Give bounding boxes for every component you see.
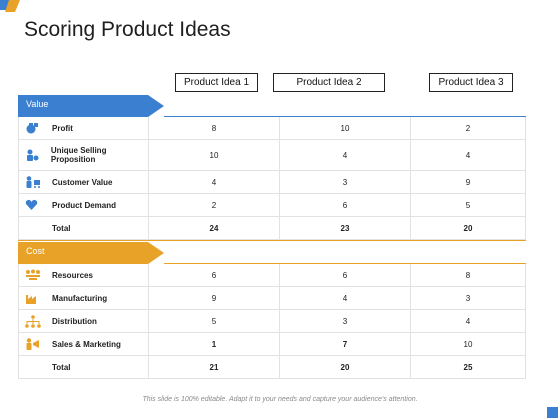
value-cell: 10	[411, 333, 526, 355]
total-cell: 20	[411, 217, 526, 239]
value-cell: 8	[411, 264, 526, 286]
row-label: Sales & Marketing	[52, 339, 121, 349]
value-cell: 10	[149, 140, 280, 170]
value-cell: 6	[149, 264, 280, 286]
value-cell: 5	[411, 194, 526, 216]
value-cell: 2	[149, 194, 280, 216]
value-cell: 4	[411, 310, 526, 332]
value-band-label: Value	[26, 99, 49, 109]
value-cell: 4	[280, 287, 411, 309]
table-row: Manufacturing 9 4 3	[18, 287, 526, 310]
section-divider	[18, 240, 526, 241]
value-cell: 2	[411, 117, 526, 139]
total-row: Total 24 23 20	[18, 217, 526, 240]
table-row: Unique Selling Proposition 10 4 4	[18, 140, 526, 171]
column-header-idea-2: Product Idea 2	[273, 73, 385, 92]
money-bag-icon	[25, 121, 47, 135]
value-cell: 3	[280, 310, 411, 332]
row-label-cell: Distribution	[18, 310, 149, 332]
sales-marketing-icon	[25, 337, 47, 351]
cost-band-shape	[18, 242, 526, 264]
cost-section: Cost Resources 6 6 8 Manufacturing 9 4 3…	[18, 242, 526, 379]
value-section: Value Profit 8 10 2 Unique Selling Propo…	[18, 95, 526, 240]
row-label-cell: Resources	[18, 264, 149, 286]
customer-cart-icon	[25, 175, 47, 189]
value-cell: 3	[280, 171, 411, 193]
row-label: Product Demand	[52, 200, 117, 210]
column-header-idea-1: Product Idea 1	[175, 73, 258, 92]
total-label: Total	[18, 217, 149, 239]
value-cell: 8	[149, 117, 280, 139]
row-label-cell: Sales & Marketing	[18, 333, 149, 355]
page-title: Scoring Product Ideas	[24, 18, 231, 41]
value-cell: 10	[280, 117, 411, 139]
factory-icon	[25, 291, 47, 305]
total-cell: 20	[280, 356, 411, 378]
row-label: Resources	[52, 270, 93, 280]
value-cell: 5	[149, 310, 280, 332]
column-headers: Product Idea 1 Product Idea 2 Product Id…	[18, 73, 526, 93]
table-row: Resources 6 6 8	[18, 264, 526, 287]
value-cell: 3	[411, 287, 526, 309]
total-cell: 24	[149, 217, 280, 239]
shield-heart-icon	[25, 198, 47, 212]
footer-decoration	[547, 407, 558, 418]
row-label: Manufacturing	[52, 293, 108, 303]
value-cell: 6	[280, 194, 411, 216]
row-label-cell: Manufacturing	[18, 287, 149, 309]
row-label-cell: Profit	[18, 117, 149, 139]
row-label: Distribution	[52, 316, 97, 326]
value-cell: 4	[149, 171, 280, 193]
person-star-icon	[25, 148, 46, 162]
value-cell: 1	[149, 333, 280, 355]
row-label: Unique Selling Proposition	[50, 146, 107, 164]
value-cell: 4	[411, 140, 526, 170]
total-row: Total 21 20 25	[18, 356, 526, 379]
table-row: Profit 8 10 2	[18, 117, 526, 140]
value-cell: 7	[280, 333, 411, 355]
table-row: Sales & Marketing 1 7 10	[18, 333, 526, 356]
row-label: Profit	[52, 123, 73, 133]
value-band: Value	[18, 95, 526, 117]
cost-band-label: Cost	[26, 246, 45, 256]
row-label-cell: Customer Value	[18, 171, 149, 193]
total-cell: 25	[411, 356, 526, 378]
row-label-cell: Product Demand	[18, 194, 149, 216]
table-row: Product Demand 2 6 5	[18, 194, 526, 217]
network-icon	[25, 314, 47, 328]
value-cell: 9	[149, 287, 280, 309]
cost-band: Cost	[18, 242, 526, 264]
value-band-shape	[18, 95, 526, 117]
table-row: Customer Value 4 3 9	[18, 171, 526, 194]
resources-icon	[25, 268, 47, 282]
row-label-cell: Unique Selling Proposition	[18, 140, 149, 170]
column-header-idea-3: Product Idea 3	[429, 73, 513, 92]
total-cell: 21	[149, 356, 280, 378]
table-row: Distribution 5 3 4	[18, 310, 526, 333]
value-cell: 6	[280, 264, 411, 286]
value-cell: 4	[280, 140, 411, 170]
total-cell: 23	[280, 217, 411, 239]
total-label: Total	[18, 356, 149, 378]
footnote: This slide is 100% editable. Adapt it to…	[142, 396, 418, 403]
corner-decoration	[0, 0, 22, 16]
value-cell: 9	[411, 171, 526, 193]
row-label: Customer Value	[52, 177, 113, 187]
